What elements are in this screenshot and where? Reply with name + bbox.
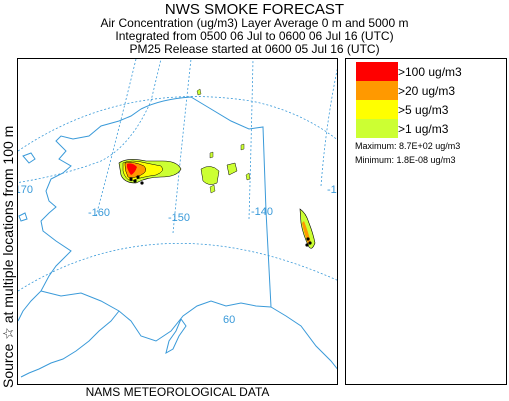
alaska-map: -170 -160 -150 -140 -130 60 [18,59,338,378]
map-title: NWS SMOKE FORECAST [164,1,345,18]
kodiak-island [165,317,187,355]
grid-lat-60 [18,242,337,292]
max-concentration: Maximum: 8.7E+02 ug/m3 [355,141,461,151]
release-start: PM25 Release started at 0600 05 Jul 16 (… [129,42,380,56]
plume-5 [209,184,216,194]
legend-label: >1 ug/m3 [398,122,449,136]
lon-label-170: -170 [18,184,33,196]
meteorological-data-label: NAMS METEOROLOGICAL DATA [85,385,270,399]
plume-9 [209,151,214,159]
west-coast [18,108,142,322]
legend-item-5: >5 ug/m3 [356,100,506,119]
plume-100-contour [127,163,137,175]
legend-label: >20 ug/m3 [398,84,456,98]
source-label: Source ☆ at multiple locations from 100 … [0,125,16,388]
south-coast [40,290,272,342]
source-markers [129,175,312,247]
lon-label-140: -140 [251,206,273,218]
source-marker [140,181,144,185]
alaska-border [140,96,337,370]
source-marker [129,177,133,181]
legend-swatch [356,100,398,119]
lon-label-130: -130 [327,184,338,196]
graticule [18,59,337,292]
peninsula [20,310,120,378]
plume-4 [299,208,316,249]
legend-swatch [356,119,398,138]
legend-item-100: >100 ug/m3 [356,62,506,81]
source-marker [308,241,312,245]
plume-2 [200,166,220,185]
legend-swatch [356,81,398,100]
source-marker [136,175,140,179]
map-panel: -170 -160 -150 -140 -130 60 [17,58,338,385]
legend-panel: >100 ug/m3 >20 ug/m3 >5 ug/m3 >1 ug/m3 M… [345,58,507,385]
plume-6 [245,172,251,181]
legend-label: >100 ug/m3 [398,65,462,79]
lon-label-150: -150 [168,212,190,224]
grid-lon-170 [18,59,162,183]
concentration-subtitle: Air Concentration (ug/m3) Layer Average … [100,16,409,30]
source-marker [133,179,137,183]
grid-lon-140 [248,59,254,220]
grid-lon-160 [95,59,137,217]
legend-item-1: >1 ug/m3 [356,119,506,138]
plume-8 [240,143,245,151]
plume-7 [196,88,202,96]
legend-swatch [356,62,398,81]
lat-label-60: 60 [223,314,235,326]
plume-3 [226,162,238,176]
min-concentration: Minimum: 1.8E-08 ug/m3 [355,155,456,165]
source-marker [306,237,310,241]
nunivak-island [18,212,28,222]
grid-lon-150 [172,59,192,234]
lon-label-160: -160 [88,207,110,219]
st-lawrence-island [22,152,36,164]
source-marker [305,243,309,247]
legend-label: >5 ug/m3 [398,103,449,117]
coastline [18,96,337,378]
grid-lon-130 [320,68,337,187]
grid-lat-70 [18,96,337,152]
integration-period: Integrated from 0500 06 Jul to 0600 06 J… [115,29,394,43]
legend-item-20: >20 ug/m3 [356,81,506,100]
